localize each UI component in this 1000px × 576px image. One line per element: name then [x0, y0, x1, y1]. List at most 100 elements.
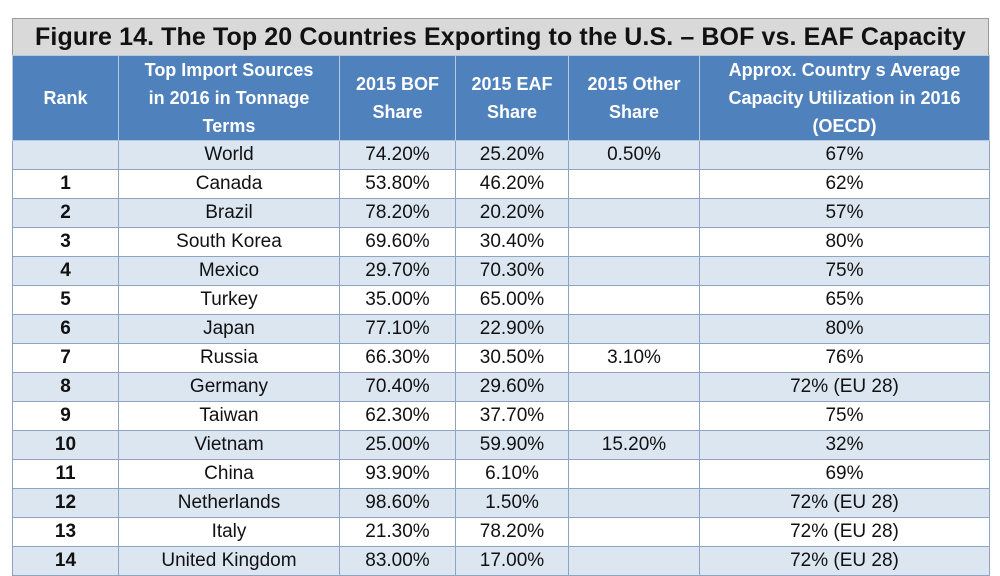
country-cell: United Kingdom: [118, 546, 340, 576]
capacity-table: Rank Top Import Sources in 2016 in Tonna…: [12, 55, 990, 576]
country-cell: Netherlands: [118, 488, 340, 518]
rank-cell: 10: [12, 430, 119, 460]
other-cell: [568, 517, 700, 547]
bof-cell: 83.00%: [339, 546, 456, 576]
rank-cell: 9: [12, 401, 119, 431]
country-cell: Italy: [118, 517, 340, 547]
utilization-cell: 76%: [699, 343, 990, 373]
other-cell: [568, 169, 700, 199]
other-cell: [568, 372, 700, 402]
bof-cell: 53.80%: [339, 169, 456, 199]
figure: Figure 14. The Top 20 Countries Exportin…: [12, 18, 990, 576]
header-bof-share: 2015 BOF Share: [339, 55, 456, 141]
country-cell: Brazil: [118, 198, 340, 228]
table-row: 6 Japan 77.10% 22.90% 80%: [12, 314, 990, 344]
eaf-cell: 65.00%: [455, 285, 569, 315]
other-cell: 15.20%: [568, 430, 700, 460]
bof-cell: 25.00%: [339, 430, 456, 460]
country-cell: China: [118, 459, 340, 489]
utilization-cell: 62%: [699, 169, 990, 199]
bof-cell: 93.90%: [339, 459, 456, 489]
eaf-cell: 17.00%: [455, 546, 569, 576]
table-row: 2 Brazil 78.20% 20.20% 57%: [12, 198, 990, 228]
other-cell: [568, 314, 700, 344]
country-cell: World: [118, 140, 340, 170]
rank-cell: 1: [12, 169, 119, 199]
rank-cell: 3: [12, 227, 119, 257]
bof-cell: 70.40%: [339, 372, 456, 402]
eaf-cell: 46.20%: [455, 169, 569, 199]
utilization-cell: 67%: [699, 140, 990, 170]
eaf-cell: 59.90%: [455, 430, 569, 460]
rank-cell: 4: [12, 256, 119, 286]
utilization-cell: 69%: [699, 459, 990, 489]
eaf-cell: 20.20%: [455, 198, 569, 228]
header-eaf-share: 2015 EAF Share: [455, 55, 569, 141]
other-cell: 3.10%: [568, 343, 700, 373]
utilization-cell: 72% (EU 28): [699, 372, 990, 402]
eaf-cell: 6.10%: [455, 459, 569, 489]
bof-cell: 29.70%: [339, 256, 456, 286]
country-cell: Mexico: [118, 256, 340, 286]
header-capacity-utilization: Approx. Country s Average Capacity Utili…: [699, 55, 990, 141]
bof-cell: 66.30%: [339, 343, 456, 373]
bof-cell: 21.30%: [339, 517, 456, 547]
bof-cell: 78.20%: [339, 198, 456, 228]
eaf-cell: 25.20%: [455, 140, 569, 170]
other-cell: [568, 256, 700, 286]
utilization-cell: 75%: [699, 256, 990, 286]
header-import-source: Top Import Sources in 2016 in Tonnage Te…: [118, 55, 340, 141]
eaf-cell: 22.90%: [455, 314, 569, 344]
utilization-cell: 80%: [699, 227, 990, 257]
table-row: 8 Germany 70.40% 29.60% 72% (EU 28): [12, 372, 990, 402]
utilization-cell: 32%: [699, 430, 990, 460]
rank-cell: 7: [12, 343, 119, 373]
country-cell: Taiwan: [118, 401, 340, 431]
utilization-cell: 72% (EU 28): [699, 488, 990, 518]
table-row: World 74.20% 25.20% 0.50% 67%: [12, 140, 990, 170]
table-row: 10 Vietnam 25.00% 59.90% 15.20% 32%: [12, 430, 990, 460]
table-row: 3 South Korea 69.60% 30.40% 80%: [12, 227, 990, 257]
rank-cell: 11: [12, 459, 119, 489]
country-cell: South Korea: [118, 227, 340, 257]
country-cell: Russia: [118, 343, 340, 373]
other-cell: [568, 285, 700, 315]
eaf-cell: 30.50%: [455, 343, 569, 373]
eaf-cell: 30.40%: [455, 227, 569, 257]
table-row: 1 Canada 53.80% 46.20% 62%: [12, 169, 990, 199]
bof-cell: 77.10%: [339, 314, 456, 344]
country-cell: Canada: [118, 169, 340, 199]
table-row: 12 Netherlands 98.60% 1.50% 72% (EU 28): [12, 488, 990, 518]
rank-cell: 12: [12, 488, 119, 518]
utilization-cell: 72% (EU 28): [699, 517, 990, 547]
bof-cell: 74.20%: [339, 140, 456, 170]
bof-cell: 69.60%: [339, 227, 456, 257]
figure-title: Figure 14. The Top 20 Countries Exportin…: [12, 18, 989, 55]
table-row: 7 Russia 66.30% 30.50% 3.10% 76%: [12, 343, 990, 373]
bof-cell: 98.60%: [339, 488, 456, 518]
country-cell: Turkey: [118, 285, 340, 315]
country-cell: Germany: [118, 372, 340, 402]
bof-cell: 35.00%: [339, 285, 456, 315]
other-cell: [568, 546, 700, 576]
header-row: Rank Top Import Sources in 2016 in Tonna…: [12, 55, 990, 141]
table-row: 14 United Kingdom 83.00% 17.00% 72% (EU …: [12, 546, 990, 576]
country-cell: Vietnam: [118, 430, 340, 460]
other-cell: [568, 459, 700, 489]
other-cell: [568, 198, 700, 228]
table-row: 9 Taiwan 62.30% 37.70% 75%: [12, 401, 990, 431]
eaf-cell: 1.50%: [455, 488, 569, 518]
rank-cell: 6: [12, 314, 119, 344]
table-row: 13 Italy 21.30% 78.20% 72% (EU 28): [12, 517, 990, 547]
eaf-cell: 70.30%: [455, 256, 569, 286]
bof-cell: 62.30%: [339, 401, 456, 431]
utilization-cell: 80%: [699, 314, 990, 344]
header-other-share: 2015 Other Share: [568, 55, 700, 141]
table-row: 11 China 93.90% 6.10% 69%: [12, 459, 990, 489]
other-cell: [568, 401, 700, 431]
utilization-cell: 75%: [699, 401, 990, 431]
other-cell: 0.50%: [568, 140, 700, 170]
utilization-cell: 65%: [699, 285, 990, 315]
rank-cell: 13: [12, 517, 119, 547]
rank-cell: [12, 140, 119, 170]
